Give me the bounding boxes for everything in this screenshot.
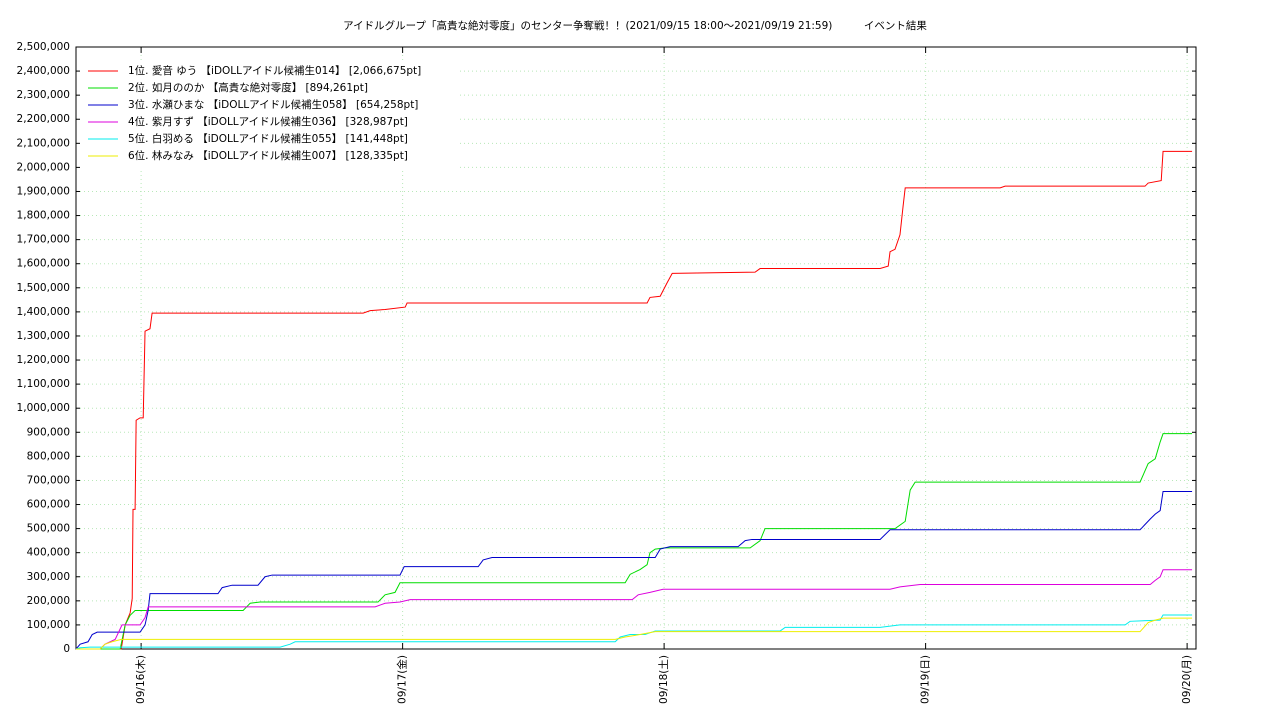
x-tick-label: 09/17(金)	[396, 655, 409, 704]
x-tick-label: 09/20(月)	[1181, 655, 1193, 704]
y-tick-label: 2,400,000	[17, 65, 70, 77]
series-line	[76, 569, 1193, 650]
x-tick-label: 09/16(木)	[135, 655, 147, 704]
legend-label: 4位. 紫月すず 【iDOLLアイドル候補生036】 [328,987pt]	[128, 115, 408, 128]
y-tick-label: 1,100,000	[17, 378, 70, 390]
y-tick-label: 800,000	[27, 450, 70, 462]
x-tick-label: 09/18(土)	[657, 655, 670, 704]
y-tick-label: 1,000,000	[17, 402, 70, 414]
y-tick-label: 400,000	[27, 547, 70, 559]
y-tick-label: 0	[63, 643, 70, 655]
legend-label: 3位. 水瀬ひまな 【iDOLLアイドル候補生058】 [654,258pt]	[128, 98, 418, 111]
y-tick-label: 100,000	[27, 619, 70, 631]
y-tick-label: 1,700,000	[17, 234, 70, 246]
x-tick-label: 09/19(日)	[920, 655, 932, 704]
y-tick-label: 500,000	[27, 523, 70, 535]
series-line	[76, 433, 1193, 650]
legend-label: 2位. 如月ののか 【高貴な絶対零度】 [894,261pt]	[128, 81, 368, 94]
y-tick-label: 600,000	[27, 499, 70, 511]
y-tick-label: 1,500,000	[17, 282, 70, 294]
y-tick-label: 1,300,000	[17, 330, 70, 342]
y-tick-label: 1,400,000	[17, 306, 70, 318]
series-line	[76, 150, 1193, 650]
y-tick-label: 2,200,000	[17, 113, 70, 125]
legend-box	[80, 60, 460, 168]
y-tick-label: 1,800,000	[17, 210, 70, 222]
y-tick-label: 2,000,000	[17, 161, 70, 173]
y-tick-label: 1,900,000	[17, 185, 70, 197]
chart-title: アイドルグループ「高貴な絶対零度」のセンター争奪戦！！(2021/09/15 1…	[343, 19, 927, 32]
y-tick-label: 1,600,000	[17, 258, 70, 270]
y-tick-label: 300,000	[27, 571, 70, 583]
y-tick-label: 700,000	[27, 474, 70, 486]
y-tick-label: 2,100,000	[17, 137, 70, 149]
y-tick-label: 2,500,000	[17, 41, 70, 53]
series-line	[76, 617, 1193, 650]
y-tick-label: 1,200,000	[17, 354, 70, 366]
plot-frame	[75, 46, 1197, 650]
series-line	[75, 490, 1193, 650]
legend-label: 5位. 白羽める 【iDOLLアイドル候補生055】 [141,448pt]	[128, 132, 408, 145]
legend-label: 1位. 愛音 ゆう 【iDOLLアイドル候補生014】 [2,066,675pt…	[128, 64, 421, 77]
y-tick-label: 2,300,000	[17, 89, 70, 101]
y-tick-label: 900,000	[27, 426, 70, 438]
y-tick-label: 200,000	[27, 595, 70, 607]
legend-label: 6位. 林みなみ 【iDOLLアイドル候補生007】 [128,335pt]	[128, 149, 408, 162]
